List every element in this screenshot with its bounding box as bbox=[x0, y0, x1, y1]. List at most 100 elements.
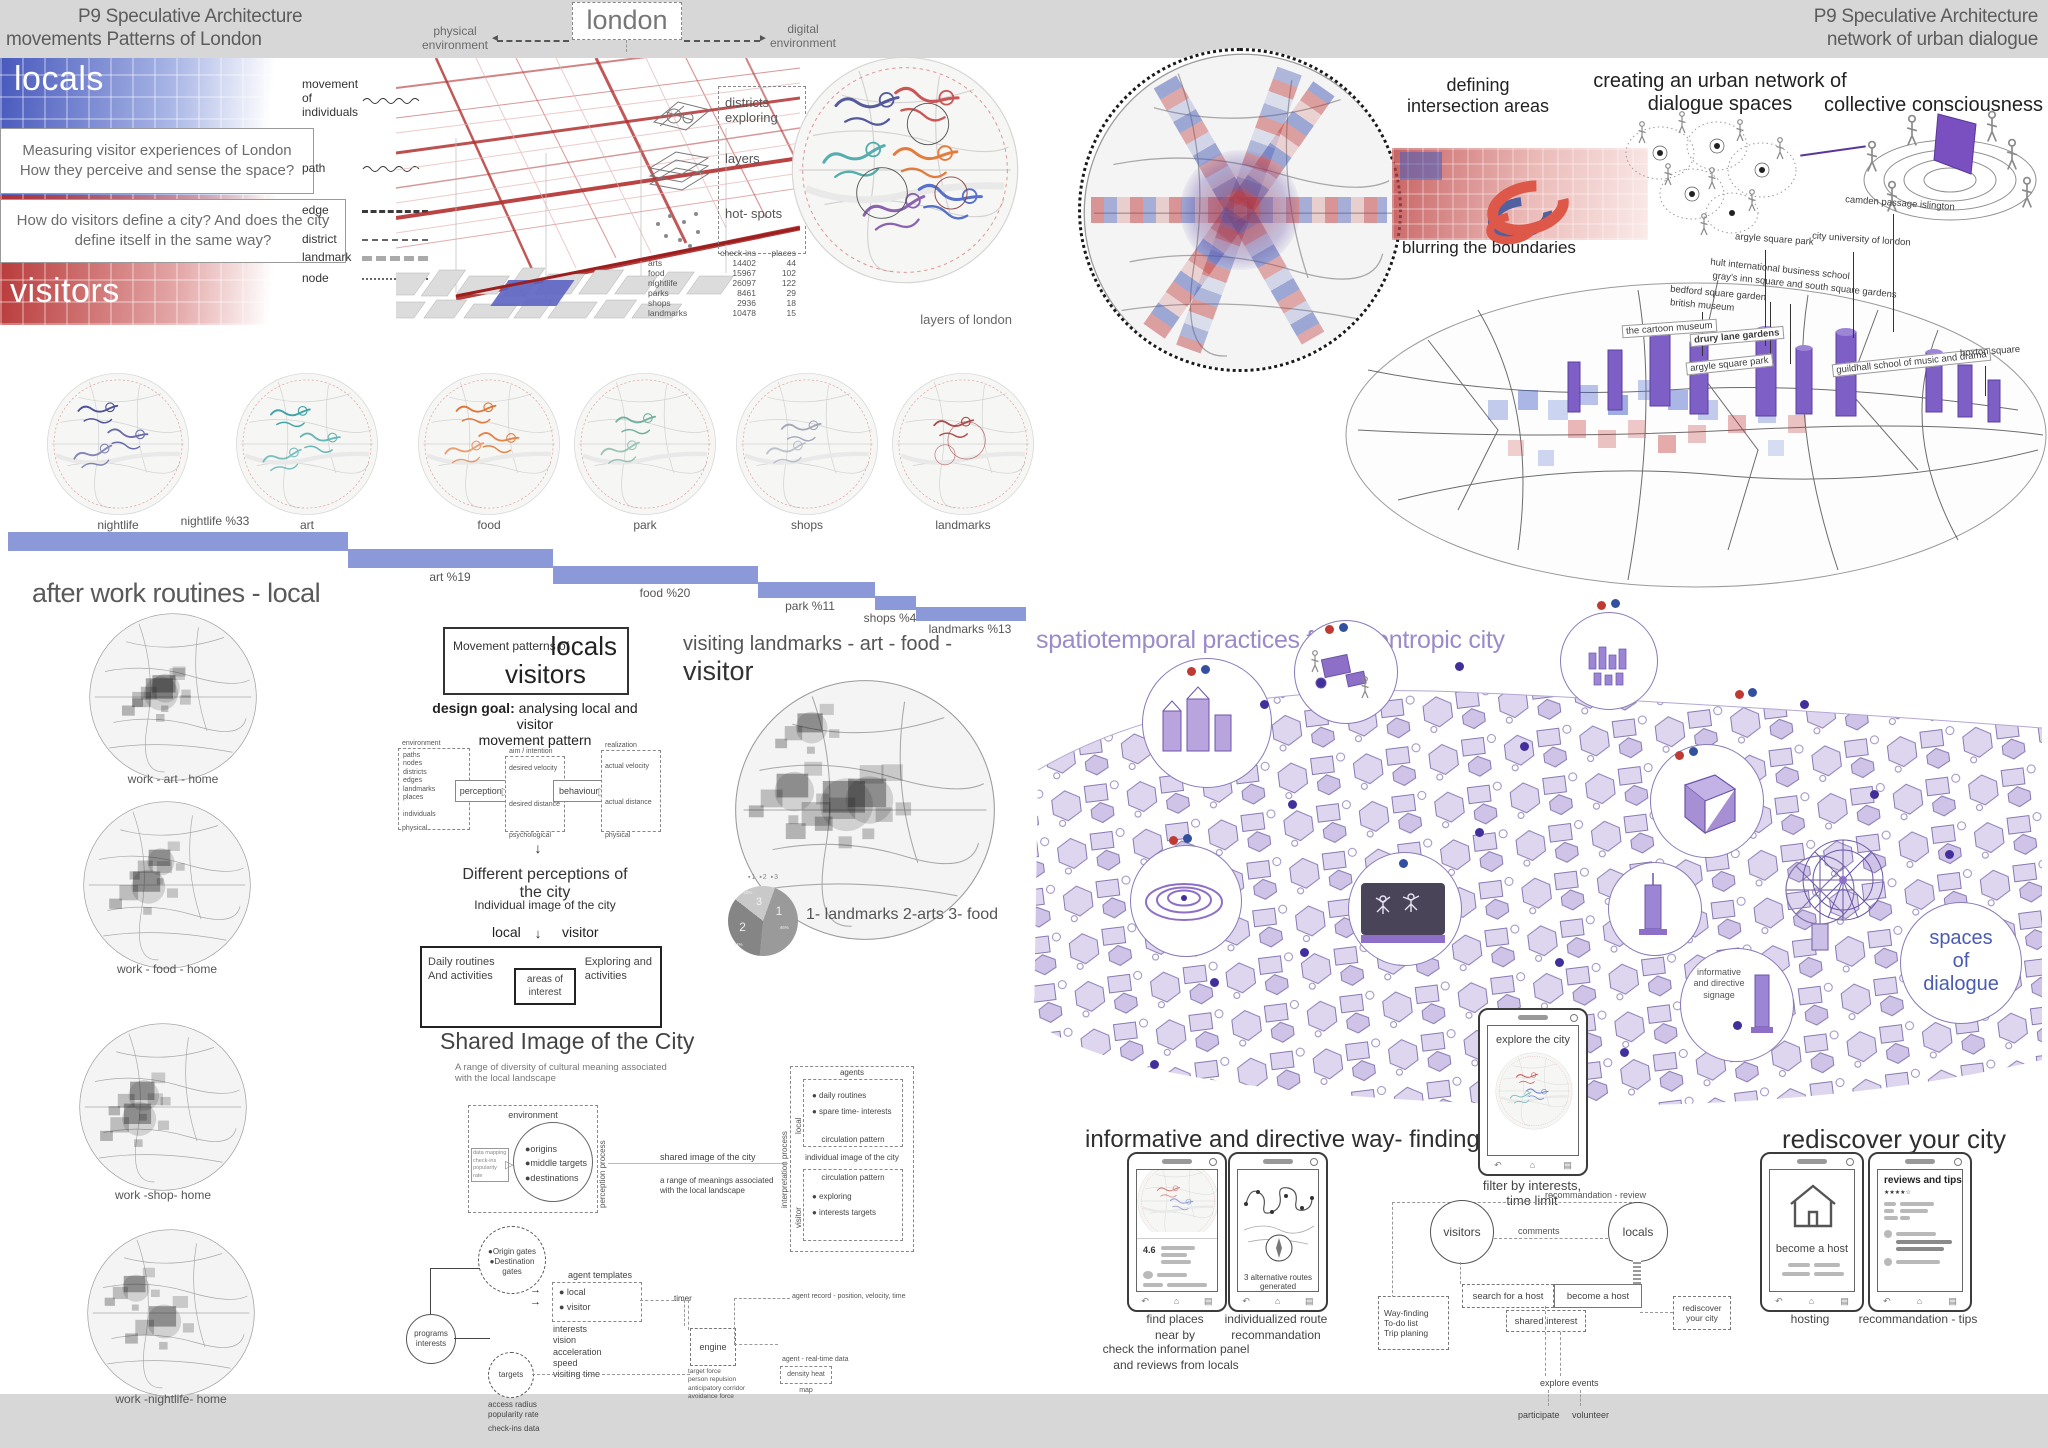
agents-title: agents bbox=[839, 1068, 865, 1077]
shared-interest-box: shared interest bbox=[1506, 1310, 1586, 1332]
phone2-caption: individualized route recommandation bbox=[1224, 1312, 1328, 1342]
volunteer-label: volunteer bbox=[1572, 1410, 1610, 1420]
targets-props: access radius popularity rate bbox=[488, 1400, 539, 1419]
intersection-heatmap bbox=[1078, 48, 1402, 372]
collective-ripple bbox=[1863, 110, 2037, 221]
legend-landmark-line bbox=[362, 256, 428, 261]
engine-props: target force person repulsion anticipato… bbox=[688, 1368, 746, 1401]
top-band bbox=[0, 0, 2048, 58]
signage-label: informative and directive signage bbox=[1693, 967, 1745, 1000]
map-landmarks bbox=[891, 372, 1035, 516]
bracket-districts: districts exploring bbox=[725, 95, 778, 125]
vignette-cluster bbox=[1560, 599, 1658, 710]
explore-tablet: explore the city ↶ ⌂ ▤ bbox=[1478, 1008, 1588, 1176]
left-header: P9 Speculative Architecture movements Pa… bbox=[6, 6, 346, 52]
cat-label-nightlife: nightlife bbox=[97, 518, 139, 532]
connector bbox=[684, 1300, 685, 1326]
right-header: P9 Speculative Architecture network of u… bbox=[1698, 6, 2039, 52]
flow-env-footer: physical bbox=[402, 824, 428, 833]
mp-locals: locals bbox=[550, 631, 617, 661]
routine-map-food bbox=[83, 801, 251, 969]
legend-node-line bbox=[362, 278, 428, 280]
connector bbox=[1640, 1312, 1673, 1313]
network-sketch bbox=[1625, 111, 1797, 236]
right-header-line2: network of urban dialogue bbox=[1826, 28, 2038, 50]
flow-real-box: realization actual velocity actual dista… bbox=[601, 742, 661, 840]
flow-aim-title: aim / intention bbox=[509, 748, 553, 757]
spatiotemporal-title: spatiotemporal practices for an entropic… bbox=[1036, 626, 1505, 654]
connector bbox=[1548, 1390, 1549, 1406]
connector bbox=[1460, 1262, 1461, 1284]
rediscover-title: rediscover your city bbox=[1782, 1124, 2006, 1154]
find-places-phone: 4.6 ↶ ⌂ ▤ bbox=[1127, 1152, 1227, 1312]
legend-path-label: path bbox=[302, 161, 326, 175]
agent-template-props: interests vision acceleration speed visi… bbox=[553, 1324, 602, 1379]
locals-label: locals bbox=[14, 60, 104, 98]
home-icon: ⌂ bbox=[1274, 1296, 1281, 1306]
cat-label-shops: shops bbox=[790, 518, 824, 532]
bar-food bbox=[553, 566, 758, 584]
agents-box: agents local ● daily routines ● spare ti… bbox=[790, 1066, 914, 1252]
bar-label-shops: shops %4 bbox=[863, 611, 917, 625]
targets-circle: targets bbox=[488, 1352, 534, 1398]
vignette-cube bbox=[1650, 744, 1764, 858]
flow-aim-box: aim / intention desired velocity desired… bbox=[505, 748, 565, 840]
spaces-of-dialogue-label: spaces of dialogue bbox=[1923, 927, 1999, 995]
local-label: local bbox=[492, 924, 521, 940]
arrow-digital bbox=[684, 40, 760, 42]
shared-mid2: a range of meanings associated with the … bbox=[660, 1176, 774, 1195]
routine-label-art: work - art - home bbox=[127, 772, 219, 786]
leader-line bbox=[1765, 250, 1766, 346]
double-arrow: → → bbox=[530, 1284, 541, 1308]
home-icon: ⌂ bbox=[1529, 1160, 1536, 1170]
connector bbox=[430, 1268, 431, 1314]
phone1-caption2: check the information panel and reviews … bbox=[1102, 1342, 1250, 1372]
map-nightlife bbox=[46, 372, 190, 516]
left-header-line2: movements Patterns of London bbox=[6, 28, 262, 50]
connector bbox=[430, 1268, 480, 1269]
right-header-line1: P9 Speculative Architecture bbox=[1813, 6, 2039, 27]
comments-label: comments bbox=[1518, 1226, 1560, 1236]
bar-label-nightlife: nightlife %33 bbox=[180, 514, 250, 528]
cat-label-landmarks: landmarks bbox=[935, 518, 991, 532]
cat-label-food: food bbox=[477, 518, 501, 532]
swirl-icon bbox=[1486, 180, 1569, 245]
pie-seg-3: 3 bbox=[756, 895, 763, 908]
shared-env-bullets: ●origins ●middle targets ●destinations bbox=[525, 1144, 587, 1183]
visitors-node: visitors bbox=[1430, 1200, 1494, 1264]
menu-icon: ▤ bbox=[1305, 1296, 1314, 1306]
blue-pixels bbox=[1400, 152, 1442, 180]
individual-image-title: Individual image of the city bbox=[474, 898, 616, 912]
pie-seg-1: 1 bbox=[775, 904, 783, 919]
bottom-band bbox=[0, 1394, 2048, 1448]
bar-label-park: park %11 bbox=[785, 599, 835, 613]
programs-circle: programs interests bbox=[406, 1314, 456, 1364]
home-icon: ⌂ bbox=[1173, 1296, 1180, 1306]
after-work-title: after work routines - local bbox=[32, 578, 321, 608]
speaker bbox=[1518, 1015, 1548, 1020]
hosting-caption: hosting bbox=[1790, 1312, 1830, 1326]
map-shops bbox=[735, 372, 879, 516]
menu-icon: ▤ bbox=[1204, 1296, 1213, 1306]
connector bbox=[734, 1344, 778, 1345]
engine-box: engine bbox=[690, 1328, 736, 1366]
routine-map-art bbox=[89, 613, 257, 781]
route-sketch bbox=[1243, 1187, 1315, 1262]
bracket-hotspots: hot- spots bbox=[725, 206, 783, 221]
bar-label-landmarks: landmarks %13 bbox=[928, 622, 1012, 636]
vignette-spaces-of-dialogue: spaces of dialogue bbox=[1900, 902, 2022, 1024]
become-host-box: become a host bbox=[1554, 1284, 1642, 1308]
heatmap-box: density heat map bbox=[780, 1366, 832, 1394]
layers-icons bbox=[648, 101, 712, 248]
row-food: food bbox=[648, 268, 665, 278]
heat-core bbox=[1180, 150, 1300, 270]
shared-mid1: shared image of the city bbox=[660, 1152, 756, 1162]
vignette-stage bbox=[1348, 852, 1462, 966]
gates-circle: ●Origin gates ●Destination gates bbox=[478, 1226, 546, 1294]
row-parks: parks bbox=[648, 288, 669, 298]
digital-env-label: digital environment bbox=[769, 22, 837, 50]
leader-line bbox=[1790, 304, 1791, 364]
hosting-phone: become a host ↶ ⌂ ▤ bbox=[1760, 1152, 1864, 1312]
legend-edge-line bbox=[362, 210, 428, 213]
interpretation-process-label: interpretation process bbox=[780, 1131, 789, 1208]
